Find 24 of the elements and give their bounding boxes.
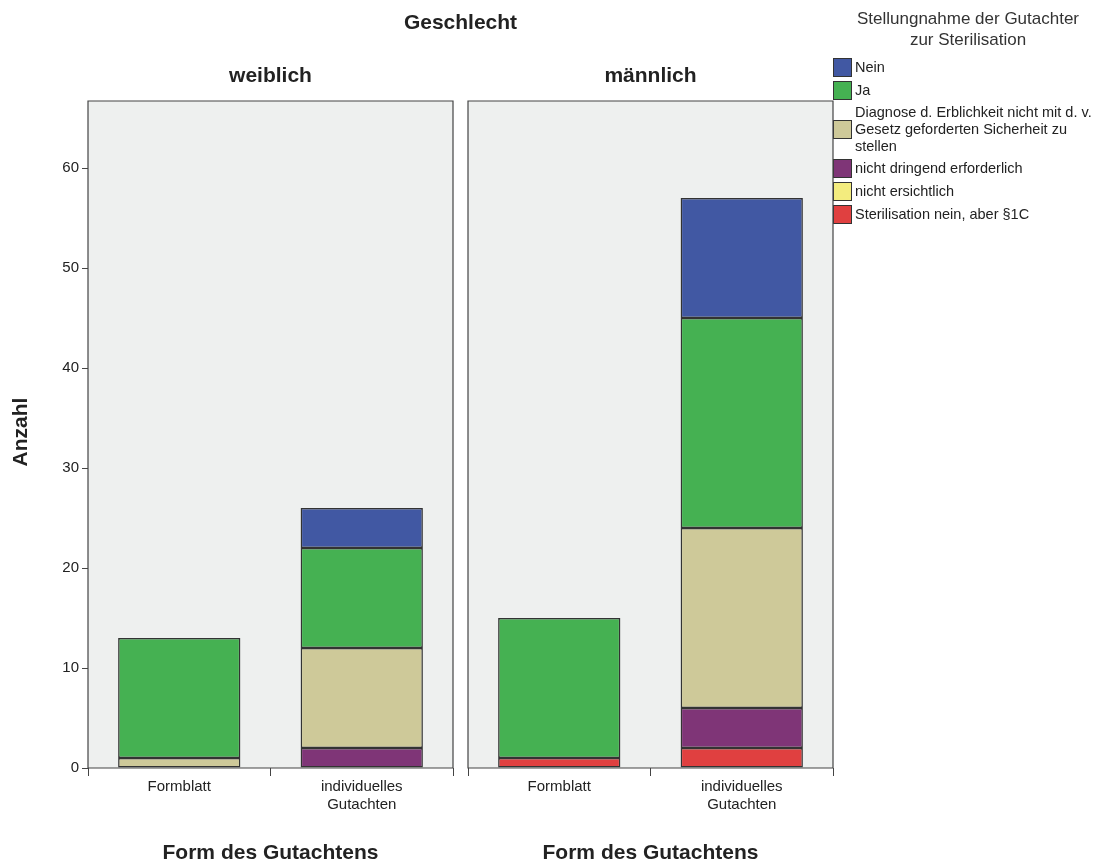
- y-tick-label: 10: [62, 658, 79, 676]
- x-tick-label: individuelles Gutachten: [700, 777, 783, 813]
- legend-label: nicht ersichtlich: [855, 183, 956, 200]
- y-axis-title: Anzahl: [8, 396, 32, 469]
- legend-label: nicht dringend erforderlich: [855, 160, 1024, 177]
- y-tick-label: 0: [70, 758, 79, 776]
- legend-title: Stellungnahme der Gutachter zur Sterilisation: [855, 8, 1081, 50]
- legend-label: Diagnose d. Erblichkeit nicht mit d. v. Gesetz geforderten Sicherheit zu stellen: [855, 104, 1093, 155]
- chart-subtitle: weiblich: [228, 63, 313, 87]
- chart-subtitle: männlich: [603, 63, 698, 87]
- y-tick-label: 40: [62, 358, 79, 376]
- legend-label: Nein: [855, 59, 886, 76]
- y-tick-label: 60: [62, 158, 79, 176]
- x-axis-title: Form des Gutachtens: [161, 840, 380, 864]
- legend-label: Ja: [855, 82, 872, 99]
- y-tick-label: 20: [62, 558, 79, 576]
- chart-title: Geschlecht: [402, 10, 519, 34]
- legend-label: Sterilisation nein, aber §1C: [855, 206, 1031, 223]
- y-tick-label: 30: [62, 458, 79, 476]
- x-tick-label: individuelles Gutachten: [320, 777, 403, 813]
- y-tick-label: 50: [62, 258, 79, 276]
- x-tick-label: Formblatt: [527, 777, 592, 795]
- x-tick-label: Formblatt: [147, 777, 212, 795]
- x-axis-title: Form des Gutachtens: [541, 840, 760, 864]
